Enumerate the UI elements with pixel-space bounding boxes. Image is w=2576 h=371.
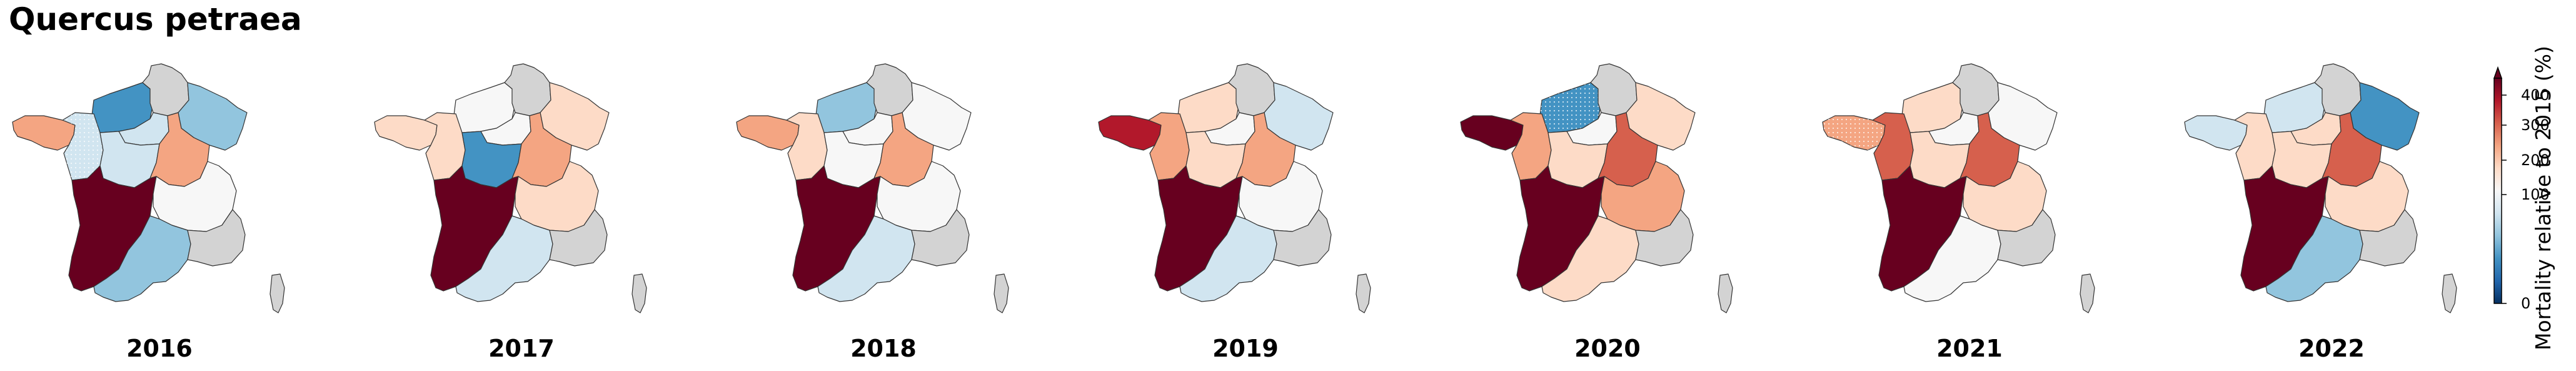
region-pac (911, 209, 970, 267)
year-label-2018: 2018 (850, 335, 917, 362)
map-panel-2020 (1460, 63, 1733, 313)
region-cor (631, 273, 647, 313)
region-bre-hatch (1823, 116, 1885, 150)
region-pdl-hatch (63, 113, 103, 180)
year-label-2022: 2022 (2298, 335, 2365, 362)
region-cor (1356, 273, 1371, 313)
region-pac (549, 209, 608, 267)
colorbar-tick: 100 (2521, 186, 2550, 203)
colorbar-gradient (2493, 78, 2502, 304)
colorbar (2493, 66, 2507, 304)
colorbar-tick: 300 (2521, 116, 2550, 134)
map-panel-2021 (1822, 63, 2095, 313)
year-label-2020: 2020 (1574, 335, 1641, 362)
region-pac (1997, 209, 2056, 267)
map-panel-2018 (736, 63, 1009, 313)
year-label-2016: 2016 (126, 335, 193, 362)
region-nor-hatch (1539, 83, 1601, 133)
colorbar-extend-arrow (2493, 66, 2503, 79)
map-panel-2017 (374, 63, 647, 313)
year-label-2019: 2019 (1212, 335, 1279, 362)
figure-title: Quercus petraea (9, 1, 302, 38)
region-cor (1718, 273, 1733, 313)
year-label-2021: 2021 (1936, 335, 2003, 362)
colorbar-tick: 200 (2521, 151, 2550, 169)
region-pac (2359, 209, 2418, 267)
colorbar-label: Mortality relative to 2015 (%) (2531, 46, 2555, 350)
map-panel-2016 (12, 63, 285, 313)
region-pac (187, 209, 246, 267)
region-cor (994, 273, 1009, 313)
region-cor (2080, 273, 2095, 313)
region-pac (1635, 209, 1694, 267)
year-label-2017: 2017 (488, 335, 555, 362)
region-cor (2442, 273, 2457, 313)
region-pac (1273, 209, 1332, 267)
map-panel-2019 (1098, 63, 1371, 313)
colorbar-tick: 400 (2521, 86, 2550, 104)
region-cor (269, 273, 285, 313)
map-panel-2022 (2184, 63, 2457, 313)
colorbar-tick: 0 (2521, 295, 2531, 312)
